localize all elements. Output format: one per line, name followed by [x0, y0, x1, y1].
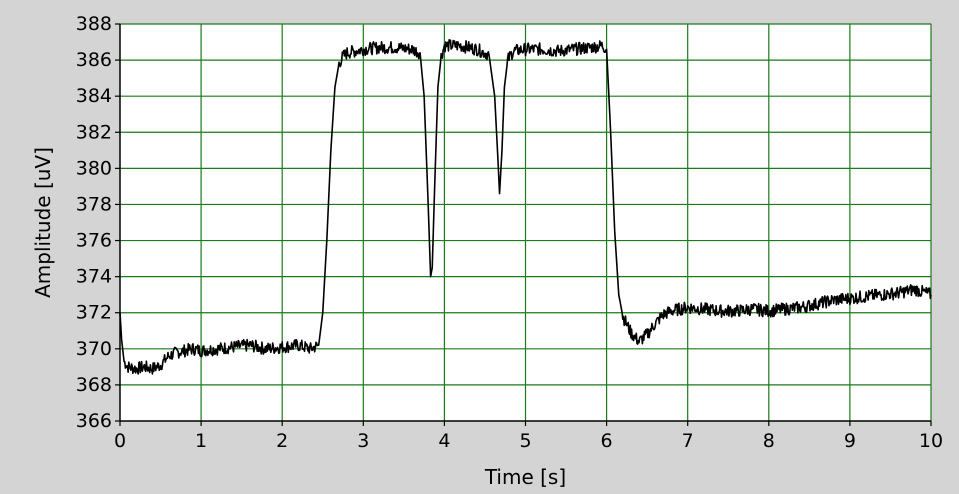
y-tick-label: 372 [76, 302, 112, 324]
x-tick-label: 1 [195, 430, 207, 452]
y-tick-label: 386 [76, 49, 112, 71]
x-axis-tick-labels: 0 1 2 3 4 5 6 7 8 9 10 [114, 430, 943, 452]
y-tick-label: 380 [76, 157, 112, 179]
x-tick-label: 2 [276, 430, 288, 452]
x-tick-label: 4 [438, 430, 450, 452]
x-tick-label: 6 [601, 430, 613, 452]
x-tick-label: 8 [763, 430, 775, 452]
y-tick-label: 368 [76, 374, 112, 396]
x-tick-label: 0 [114, 430, 126, 452]
x-tick-label: 7 [682, 430, 694, 452]
x-tick-label: 9 [844, 430, 856, 452]
y-tick-label: 388 [76, 13, 112, 35]
x-tick-label: 3 [357, 430, 369, 452]
y-tick-label: 378 [76, 193, 112, 215]
series-line [119, 38, 932, 375]
axis-ticks [115, 23, 932, 426]
y-tick-label: 384 [76, 85, 112, 107]
y-tick-label: 366 [76, 410, 112, 432]
grid-lines [120, 23, 932, 421]
y-tick-label: 376 [76, 230, 112, 252]
x-axis-label: Time [s] [484, 465, 566, 489]
y-tick-label: 382 [76, 121, 112, 143]
y-tick-label: 374 [76, 266, 112, 288]
y-axis-label: Amplitude [uV] [31, 147, 55, 298]
x-tick-label: 5 [519, 430, 531, 452]
y-axis-tick-labels: 366 368 370 372 374 376 378 380 382 384 386 388 [76, 13, 112, 432]
x-tick-label: 10 [919, 430, 943, 452]
y-tick-label: 370 [76, 338, 112, 360]
series-layer [119, 38, 932, 375]
